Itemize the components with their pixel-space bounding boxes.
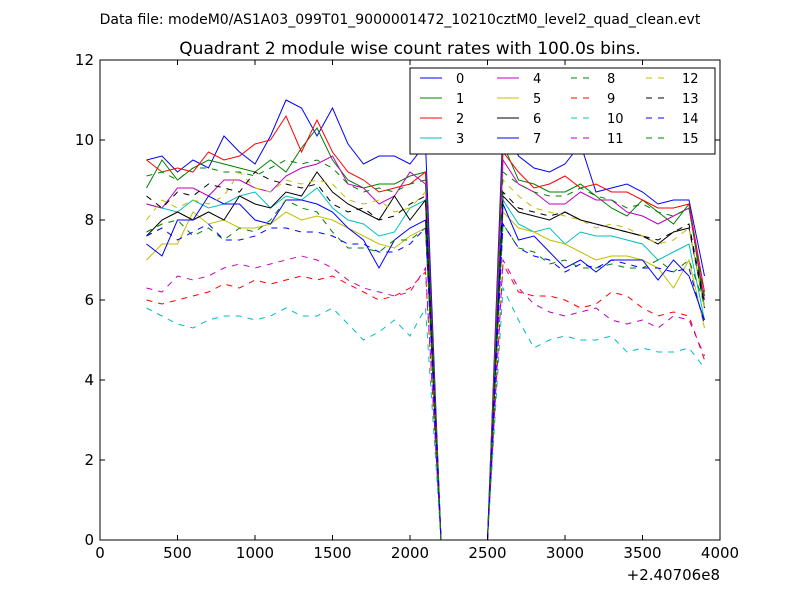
- legend-label: 2: [456, 112, 464, 127]
- legend-entry-12: 12: [646, 72, 699, 87]
- legend-label: 4: [533, 72, 541, 87]
- legend-entry-10: 10: [571, 112, 624, 127]
- series-layer: [146, 99, 705, 541]
- legend-label: 6: [533, 112, 541, 127]
- series-line-10: [146, 286, 705, 541]
- legend-entry-3: 3: [420, 132, 464, 147]
- series-line-8: [146, 199, 705, 541]
- legend-entry-5: 5: [497, 92, 541, 107]
- ticks-layer: 0 500 1000 1500 2000 2500 3000 3500 400002468101…: [75, 51, 739, 562]
- legend-label: 13: [682, 92, 699, 107]
- x-tick-label: 0: [95, 544, 105, 562]
- legend-entry-7: 7: [497, 132, 541, 147]
- x-offset-label: +2.40706e8: [627, 566, 720, 584]
- x-tick-label: 3000: [546, 544, 584, 562]
- x-tick-label: 1500: [313, 544, 351, 562]
- y-tick-label: 12: [75, 51, 94, 69]
- legend-label: 9: [607, 92, 615, 107]
- x-tick-label: 4000: [701, 544, 739, 562]
- legend-label: 0: [456, 72, 464, 87]
- x-tick-label: 1000: [236, 544, 274, 562]
- legend-label: 7: [533, 132, 541, 147]
- legend-entry-8: 8: [571, 72, 615, 87]
- legend-entry-6: 6: [497, 112, 541, 127]
- legend-frame: [409, 67, 716, 155]
- legend-label: 10: [607, 112, 624, 127]
- legend-label: 8: [607, 72, 615, 87]
- y-tick-label: 0: [84, 531, 94, 549]
- legend-entry-15: 15: [646, 132, 699, 147]
- legend-entry-1: 1: [420, 92, 464, 107]
- chart-title: Quadrant 2 module wise count rates with …: [179, 39, 640, 59]
- legend-entry-2: 2: [420, 112, 464, 127]
- series-line-14: [146, 222, 705, 541]
- series-line-13: [146, 171, 705, 541]
- figure-suptitle: Data file: modeM0/AS1A03_099T01_90000014…: [100, 12, 701, 28]
- legend-label: 5: [533, 92, 541, 107]
- legend-entry-13: 13: [646, 92, 699, 107]
- x-tick-label: 3500: [623, 544, 661, 562]
- x-tick-label: 2500: [468, 544, 506, 562]
- legend-entry-14: 14: [646, 112, 699, 127]
- legend-label: 1: [456, 92, 464, 107]
- legend-entry-9: 9: [571, 92, 615, 107]
- series-line-11: [146, 255, 705, 541]
- y-tick-label: 6: [84, 291, 94, 309]
- x-tick-label: 2000: [391, 544, 429, 562]
- series-line-2: [146, 114, 705, 541]
- y-tick-label: 4: [84, 371, 94, 389]
- x-tick-label: 500: [163, 544, 192, 562]
- y-tick-label: 10: [75, 131, 94, 149]
- legend-label: 11: [607, 132, 624, 147]
- legend-label: 3: [456, 132, 464, 147]
- legend-entry-4: 4: [497, 72, 541, 87]
- plot-area: 0 500 1000 1500 2000 2500 3000 3500 400002468101…: [75, 51, 739, 562]
- legend-entry-0: 0: [420, 72, 464, 87]
- legend-label: 12: [682, 72, 699, 87]
- y-tick-label: 2: [84, 451, 94, 469]
- y-tick-label: 8: [84, 211, 94, 229]
- series-line-15: [146, 159, 705, 541]
- legend-entry-11: 11: [571, 132, 624, 147]
- series-line-9: [146, 262, 705, 541]
- legend-label: 14: [682, 112, 699, 127]
- legend-label: 15: [682, 132, 699, 147]
